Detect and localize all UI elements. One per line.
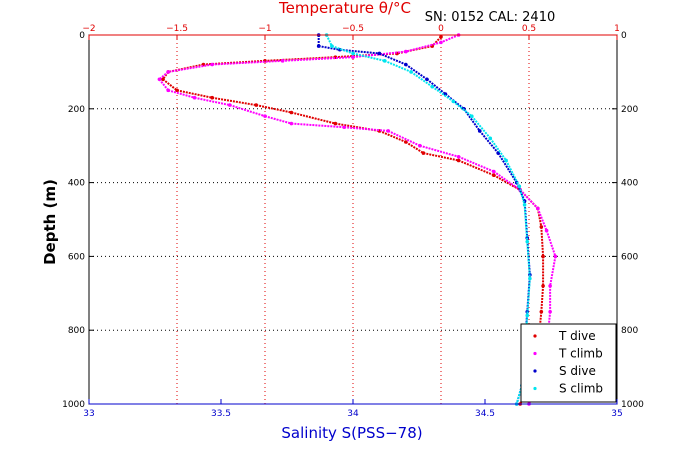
s-climb-segment	[410, 71, 433, 88]
t-climb-segment	[458, 155, 495, 173]
s-dive-segment	[444, 93, 465, 110]
top-tick-label: 0	[438, 24, 444, 34]
legend-marker-t-dive	[533, 334, 537, 338]
s-dive-segment	[426, 78, 447, 95]
serial-calibration-annotation: SN: 0152 CAL: 2410	[425, 10, 556, 25]
s-climb-segment	[505, 160, 521, 187]
bottom-tick-label: 34.5	[475, 409, 495, 419]
bottom-tick-label: 33	[83, 409, 94, 419]
s-climb-segment	[431, 85, 454, 103]
s-climb-segment	[452, 100, 473, 117]
t-climb-segment	[282, 56, 354, 62]
y-tick-label: 200	[68, 105, 85, 115]
bottom-axis-label: Salinity S(PSS−78)	[281, 424, 422, 442]
s-climb-segment	[331, 45, 354, 55]
t-dive-segment	[405, 141, 424, 154]
bottom-tick-label: 34	[347, 409, 359, 419]
legend-label-t-dive: T dive	[558, 329, 596, 343]
y-tick-label: 600	[68, 252, 85, 262]
top-tick-label: 0.5	[522, 24, 536, 34]
y-tick-label: 400	[68, 179, 85, 189]
y-tick-label: 0	[79, 31, 85, 41]
legend-label-t-climb: T climb	[558, 347, 603, 361]
t-dive-segment	[212, 96, 257, 107]
t-climb-segment	[168, 63, 213, 73]
top-axis-label: Temperature θ/°C	[278, 0, 411, 17]
y-tick-label-right: 200	[621, 105, 638, 115]
s-climb-segment	[352, 52, 385, 62]
y-tick-label-right: 600	[621, 252, 638, 262]
t-dive-segment	[379, 130, 407, 143]
t-climb-segment	[344, 126, 389, 132]
axes: 0 0 200 200 400 400 600 600 800 800 1000 1000 −2 −1.5…	[62, 24, 644, 419]
y-axis-label: Depth (m)	[41, 179, 59, 265]
data-marks	[157, 33, 558, 406]
t-climb-segment	[440, 34, 459, 44]
y-tick-label: 1000	[62, 400, 85, 410]
s-climb-segment	[325, 34, 333, 47]
t-dive-segment	[458, 159, 495, 177]
top-tick-label: −0.5	[342, 24, 364, 34]
t-climb-segment	[405, 41, 442, 53]
s-dive-segment	[463, 108, 481, 132]
legend-box	[520, 323, 617, 403]
t-dive-segment	[291, 111, 336, 125]
t-climb-segment	[419, 144, 459, 158]
t-climb-segment	[493, 170, 521, 191]
bottom-tick-label: 33.5	[211, 409, 231, 419]
t-dive-segment	[540, 285, 545, 312]
t-climb-segment	[264, 115, 292, 125]
t-dive-segment	[540, 226, 545, 257]
y-tick-label-right: 0	[621, 31, 627, 41]
s-dive-segment	[478, 130, 499, 154]
top-tick-label: −1.5	[166, 24, 188, 34]
top-tick-label: 1	[614, 24, 620, 34]
t-climb-segment	[229, 104, 266, 118]
legend-label-s-climb: S climb	[559, 382, 603, 396]
t-climb-segment	[519, 189, 539, 210]
series-t-climb	[157, 33, 558, 406]
s-dive-segment	[318, 45, 340, 51]
legend: T dive T climb S dive S climb	[520, 323, 617, 403]
s-climb-segment	[384, 59, 412, 73]
t-climb-segment	[549, 256, 557, 287]
s-climb-segment	[526, 241, 531, 279]
t-climb-segment	[158, 71, 169, 81]
t-climb-segment	[212, 59, 283, 66]
legend-marker-t-climb	[533, 351, 537, 356]
s-dive-segment	[405, 63, 428, 81]
top-tick-label: −2	[82, 24, 95, 34]
y-tick-label: 800	[68, 326, 85, 336]
s-climb-segment	[523, 204, 529, 242]
top-tick-label: −1	[258, 24, 271, 34]
legend-marker-s-dive	[533, 369, 537, 373]
legend-marker-s-climb	[533, 386, 537, 391]
t-dive-segment	[264, 56, 336, 62]
bottom-tick-label: 35	[611, 409, 622, 419]
s-dive-segment	[379, 52, 407, 66]
y-tick-label-right: 400	[621, 179, 638, 189]
s-climb-segment	[526, 278, 531, 316]
t-climb-segment	[158, 78, 169, 91]
t-climb-segment	[545, 230, 557, 257]
s-climb-segment	[518, 186, 526, 206]
y-tick-label-right: 1000	[621, 400, 644, 410]
y-tick-label-right: 800	[621, 326, 638, 336]
grid-lines	[89, 35, 617, 404]
s-climb-segment	[471, 115, 492, 139]
t-climb-segment	[536, 208, 548, 231]
t-climb-segment	[167, 89, 195, 99]
legend-label-s-dive: S dive	[559, 364, 596, 378]
s-climb-segment	[489, 137, 507, 162]
